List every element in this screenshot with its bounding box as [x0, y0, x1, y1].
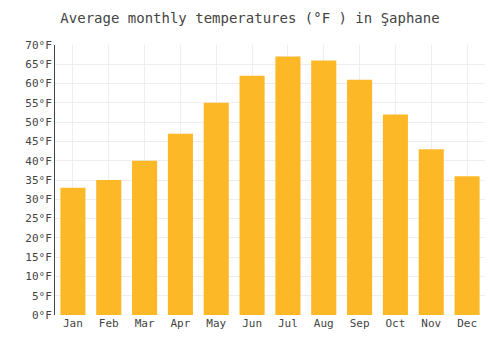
svg-text:25°F: 25°F	[25, 212, 52, 225]
svg-text:Aug: Aug	[314, 317, 334, 330]
svg-text:35°F: 35°F	[25, 174, 52, 187]
svg-text:Jun: Jun	[242, 317, 262, 330]
svg-text:15°F: 15°F	[25, 251, 52, 264]
svg-text:Nov: Nov	[421, 317, 441, 330]
svg-text:20°F: 20°F	[25, 232, 52, 245]
svg-text:40°F: 40°F	[25, 155, 52, 168]
svg-text:Mar: Mar	[135, 317, 155, 330]
svg-text:Oct: Oct	[385, 317, 405, 330]
svg-text:Average monthly temperatures (: Average monthly temperatures (°F ) in Şa…	[60, 10, 439, 26]
svg-text:65°F: 65°F	[25, 58, 52, 71]
svg-text:55°F: 55°F	[25, 97, 52, 110]
svg-text:5°F: 5°F	[32, 290, 52, 303]
svg-text:45°F: 45°F	[25, 135, 52, 148]
svg-text:50°F: 50°F	[25, 116, 52, 129]
svg-text:May: May	[206, 317, 226, 330]
svg-text:Feb: Feb	[99, 317, 119, 330]
svg-text:Sep: Sep	[350, 317, 370, 330]
svg-text:60°F: 60°F	[25, 77, 52, 90]
svg-text:Jul: Jul	[278, 317, 298, 330]
svg-text:Dec: Dec	[457, 317, 477, 330]
svg-text:10°F: 10°F	[25, 270, 52, 283]
svg-text:70°F: 70°F	[25, 39, 52, 52]
svg-text:Jan: Jan	[63, 317, 83, 330]
svg-text:Apr: Apr	[170, 317, 190, 330]
svg-text:0°F: 0°F	[32, 309, 52, 322]
svg-text:30°F: 30°F	[25, 193, 52, 206]
